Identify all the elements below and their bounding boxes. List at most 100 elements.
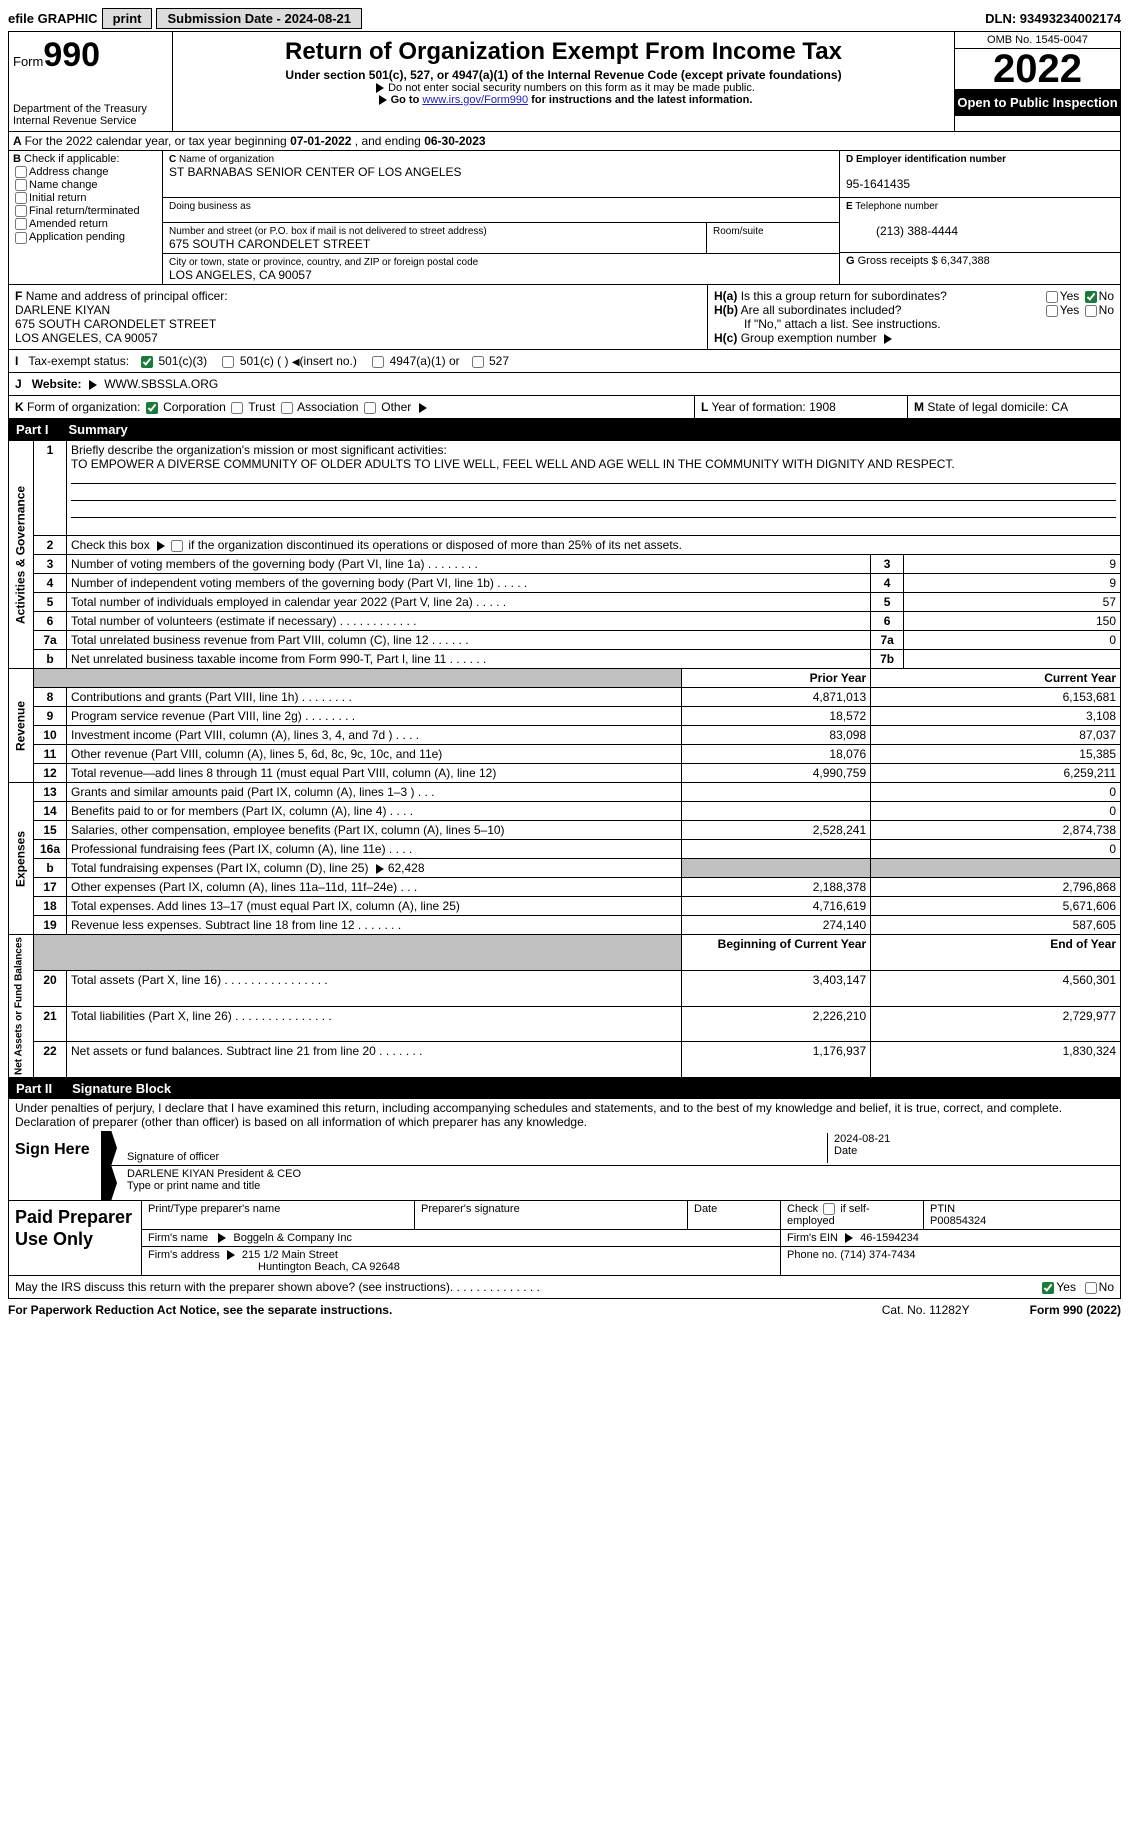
line4-text: Number of independent voting members of … — [71, 576, 494, 590]
ha-no[interactable] — [1085, 291, 1097, 303]
val3: 9 — [904, 555, 1121, 574]
c16a: 0 — [871, 840, 1121, 859]
header-right: OMB No. 1545-0047 2022 Open to Public In… — [955, 32, 1120, 131]
check-other[interactable] — [364, 402, 376, 414]
line7a-text: Total unrelated business revenue from Pa… — [71, 633, 429, 647]
header-left: Form990 Department of the Treasury Inter… — [9, 32, 173, 131]
firm-addr: 215 1/2 Main Street — [242, 1249, 338, 1261]
check-application-pending[interactable]: Application pending — [13, 231, 158, 243]
footer-catno: Cat. No. 11282Y — [882, 1303, 970, 1317]
check-501c[interactable] — [222, 356, 234, 368]
check-discontinued[interactable] — [171, 540, 183, 552]
line9-text: Program service revenue (Part VIII, line… — [71, 709, 302, 723]
note1-text: Do not enter social security numbers on … — [388, 82, 755, 94]
officer-city: LOS ANGELES, CA 90057 — [15, 331, 158, 345]
prep-date-hdr: Date — [688, 1201, 781, 1230]
discuss-row: May the IRS discuss this return with the… — [8, 1276, 1121, 1299]
c8: 6,153,681 — [871, 688, 1121, 707]
m-lbl: State of legal domicile: — [927, 400, 1048, 414]
footer-formid: Form 990 (2022) — [1030, 1303, 1121, 1317]
p11: 18,076 — [682, 745, 871, 764]
p15: 2,528,241 — [682, 821, 871, 840]
section-c: C Name of organizationST BARNABAS SENIOR… — [163, 151, 839, 284]
i-o2: 501(c) ( ) — [240, 354, 292, 368]
print-button[interactable]: print — [102, 8, 153, 29]
check-name-change[interactable]: Name change — [13, 179, 158, 191]
check-association[interactable] — [281, 402, 293, 414]
check-initial-return[interactable]: Initial return — [13, 192, 158, 204]
arrow-icon — [376, 83, 384, 93]
k-lbl: Form of organization: — [27, 400, 140, 414]
p18: 4,716,619 — [682, 897, 871, 916]
header-middle: Return of Organization Exempt From Incom… — [173, 32, 955, 131]
line12-text: Total revenue—add lines 8 through 11 (mu… — [71, 766, 496, 780]
p16a — [682, 840, 871, 859]
efile-label: efile GRAPHIC — [8, 11, 98, 26]
dln: DLN: 93493234002174 — [985, 11, 1121, 26]
org-address: 675 SOUTH CARONDELET STREET — [169, 237, 370, 251]
c10: 87,037 — [871, 726, 1121, 745]
p22: 1,176,937 — [682, 1042, 871, 1078]
c21: 2,729,977 — [871, 1006, 1121, 1042]
check-final-return[interactable]: Final return/terminated — [13, 205, 158, 217]
line14-text: Benefits paid to or for members (Part IX… — [71, 804, 386, 818]
val4: 9 — [904, 574, 1121, 593]
check-527[interactable] — [472, 356, 484, 368]
c14: 0 — [871, 802, 1121, 821]
arrow-icon — [379, 95, 387, 105]
line19-text: Revenue less expenses. Subtract line 18 … — [71, 918, 355, 932]
part2-num: Part II — [16, 1081, 52, 1096]
line11-text: Other revenue (Part VIII, column (A), li… — [71, 747, 442, 761]
mission-q: Briefly describe the organization's miss… — [71, 443, 447, 457]
discuss-no[interactable] — [1085, 1282, 1097, 1294]
section-bcde: B Check if applicable: Address change Na… — [8, 151, 1121, 285]
hb-text: Are all subordinates included? — [741, 303, 902, 317]
check-amended-return[interactable]: Amended return — [13, 218, 158, 230]
a-end: 06-30-2023 — [424, 134, 485, 148]
hb-no[interactable] — [1085, 305, 1097, 317]
discuss-yes[interactable] — [1042, 1282, 1054, 1294]
p19: 274,140 — [682, 916, 871, 935]
line22-text: Net assets or fund balances. Subtract li… — [71, 1044, 376, 1058]
c12: 6,259,211 — [871, 764, 1121, 783]
line10-text: Investment income (Part VIII, column (A)… — [71, 728, 392, 742]
check-501c3[interactable] — [141, 356, 153, 368]
hdr-boy: Beginning of Current Year — [718, 937, 866, 951]
i-lbl: Tax-exempt status: — [28, 354, 129, 368]
ha-yes[interactable] — [1046, 291, 1058, 303]
note2-post: for instructions and the latest informat… — [528, 94, 752, 106]
check-corporation[interactable] — [146, 402, 158, 414]
ptin: P00854324 — [930, 1215, 986, 1227]
line6-text: Total number of volunteers (estimate if … — [71, 614, 336, 628]
section-j: J Website: WWW.SBSSLA.ORG — [8, 373, 1121, 396]
c-name-lbl: Name of organization — [179, 154, 274, 165]
prep-check-hdr: Check — [787, 1203, 818, 1215]
check-4947[interactable] — [372, 356, 384, 368]
section-f: F Name and address of principal officer:… — [9, 285, 708, 349]
hb-yes[interactable] — [1046, 305, 1058, 317]
vlabel-expenses: Expenses — [9, 783, 34, 935]
section-a: A For the 2022 calendar year, or tax yea… — [8, 132, 1121, 151]
j-lbl: Website: — [32, 377, 82, 391]
topbar: efile GRAPHIC print Submission Date - 20… — [8, 8, 1121, 29]
vlabel-activities: Activities & Governance — [9, 441, 34, 669]
check-self-employed[interactable] — [823, 1203, 835, 1215]
line16b-val: 62,428 — [388, 861, 425, 875]
submission-button[interactable]: Submission Date - 2024-08-21 — [156, 8, 362, 29]
line18-text: Total expenses. Add lines 13–17 (must eq… — [71, 899, 460, 913]
note2-pre: Go to — [391, 94, 423, 106]
c20: 4,560,301 — [871, 970, 1121, 1006]
website: WWW.SBSSLA.ORG — [104, 377, 218, 391]
sig-name-lbl: Type or print name and title — [127, 1180, 260, 1192]
firm-name-lbl: Firm's name — [148, 1232, 208, 1244]
line2-text: Check this box — [71, 538, 153, 552]
check-address-change[interactable]: Address change — [13, 166, 158, 178]
section-deg: D Employer identification number95-16414… — [839, 151, 1120, 284]
check-trust[interactable] — [231, 402, 243, 414]
irs-link[interactable]: www.irs.gov/Form990 — [422, 94, 528, 106]
form-title: Return of Organization Exempt From Incom… — [177, 38, 950, 66]
sign-here-label: Sign Here — [9, 1131, 103, 1200]
line7b-text: Net unrelated business taxable income fr… — [71, 652, 446, 666]
sig-officer-lbl: Signature of officer — [109, 1151, 827, 1163]
vlabel-revenue: Revenue — [9, 669, 34, 783]
